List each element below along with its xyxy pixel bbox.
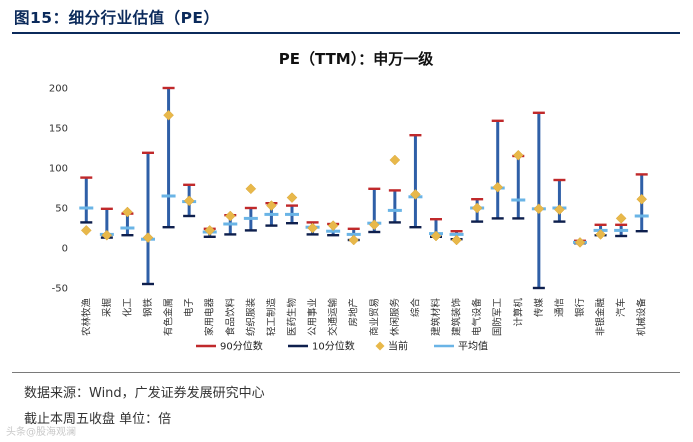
current-marker	[245, 183, 257, 195]
category-label: 采掘	[101, 298, 113, 317]
current-marker	[80, 225, 92, 236]
current-marker	[142, 232, 154, 243]
category-label: 休闲服务	[389, 298, 401, 337]
category-label: 有色金属	[163, 298, 175, 336]
legend-label: 10分位数	[312, 340, 355, 353]
unit-note: 截止本周五收盘 单位：倍	[24, 412, 172, 427]
current-marker	[368, 219, 380, 231]
current-marker	[451, 234, 462, 246]
current-marker	[286, 192, 298, 203]
legend-label: 平均值	[458, 340, 488, 353]
watermark-text: 头条@股海观澜	[6, 427, 76, 438]
current-marker	[430, 230, 442, 242]
current-marker	[224, 210, 236, 222]
y-tick-label: 50	[55, 204, 68, 215]
footer-divider	[12, 372, 680, 373]
category-label: 医药生物	[286, 298, 298, 337]
chart-title: PE（TTM）：申万一级	[279, 50, 434, 68]
category-label: 银行	[574, 298, 586, 318]
category-label: 公用事业	[307, 298, 319, 336]
category-label: 纺织服装	[245, 298, 257, 337]
category-label: 机械设备	[636, 298, 648, 337]
category-label: 电子	[183, 298, 195, 318]
category-label: 建筑装饰	[451, 298, 463, 336]
legend-label: 90分位数	[220, 340, 263, 353]
legend-item: 90分位数	[196, 340, 263, 353]
current-marker	[574, 237, 586, 248]
current-marker	[492, 181, 504, 193]
legend-item: 当前	[375, 340, 408, 353]
current-marker	[101, 229, 113, 241]
pe-range-chart: PE（TTM）：申万一级 -50 0 50 100 150 200 农林牧渔 采掘 化工 钢铁有…	[49, 50, 649, 353]
current-marker	[471, 202, 483, 214]
category-label: 农林牧渔	[80, 298, 92, 337]
y-tick-label: 0	[62, 244, 68, 255]
category-label: 通信	[553, 298, 565, 317]
title-divider	[12, 32, 680, 34]
y-tick-label: 100	[49, 164, 68, 175]
category-label: 建筑材料	[430, 298, 442, 337]
category-label: 交通运输	[327, 298, 339, 337]
y-tick-label: -50	[52, 284, 68, 295]
markers	[79, 86, 649, 290]
current-marker	[122, 206, 133, 218]
category-label: 非银金融	[595, 298, 607, 337]
category-label: 房地产	[348, 298, 360, 327]
current-marker	[615, 213, 627, 224]
current-marker	[636, 193, 648, 205]
current-marker	[595, 229, 606, 240]
y-tick-label: 150	[49, 124, 68, 135]
current-marker	[348, 234, 360, 246]
legend-item: 平均值	[434, 340, 488, 353]
figure-title: 图15：细分行业估值（PE）	[14, 9, 220, 27]
category-label: 国防军工	[492, 298, 504, 337]
current-marker	[533, 203, 545, 215]
y-tick-label: 200	[49, 84, 68, 95]
legend-item: 10分位数	[288, 340, 355, 353]
category-label: 轻工制造	[265, 298, 277, 337]
current-marker	[512, 149, 524, 161]
source-note: 数据来源：Wind，广发证券发展研究中心	[24, 386, 265, 401]
category-label: 钢铁	[142, 298, 154, 318]
current-marker	[307, 222, 318, 234]
legend-swatch	[375, 341, 385, 351]
current-marker	[266, 200, 277, 211]
category-label: 计算机	[512, 298, 524, 327]
category-label: 综合	[409, 298, 421, 318]
category-label: 化工	[121, 298, 133, 318]
current-marker	[327, 220, 339, 231]
category-label: 商业贸易	[368, 298, 380, 336]
category-label: 电气设备	[471, 298, 483, 337]
legend: 90分位数 10分位数 当前 平均值	[196, 340, 488, 353]
category-labels: 农林牧渔 采掘 化工 钢铁 有色金属 电子 家用电器 食品饮料 纺织服装 轻工制造 医药生物 公用事业…	[80, 298, 647, 337]
current-marker	[389, 154, 401, 166]
legend-label: 当前	[388, 340, 408, 353]
current-marker	[554, 204, 565, 215]
category-label: 汽车	[615, 298, 627, 317]
category-label: 传媒	[533, 298, 545, 318]
current-marker	[163, 109, 174, 121]
current-marker	[410, 189, 421, 200]
current-marker	[204, 225, 216, 236]
category-label: 食品饮料	[224, 298, 236, 337]
category-label: 家用电器	[204, 298, 216, 337]
current-marker	[183, 195, 195, 207]
y-axis: -50 0 50 100 150 200	[49, 84, 68, 295]
